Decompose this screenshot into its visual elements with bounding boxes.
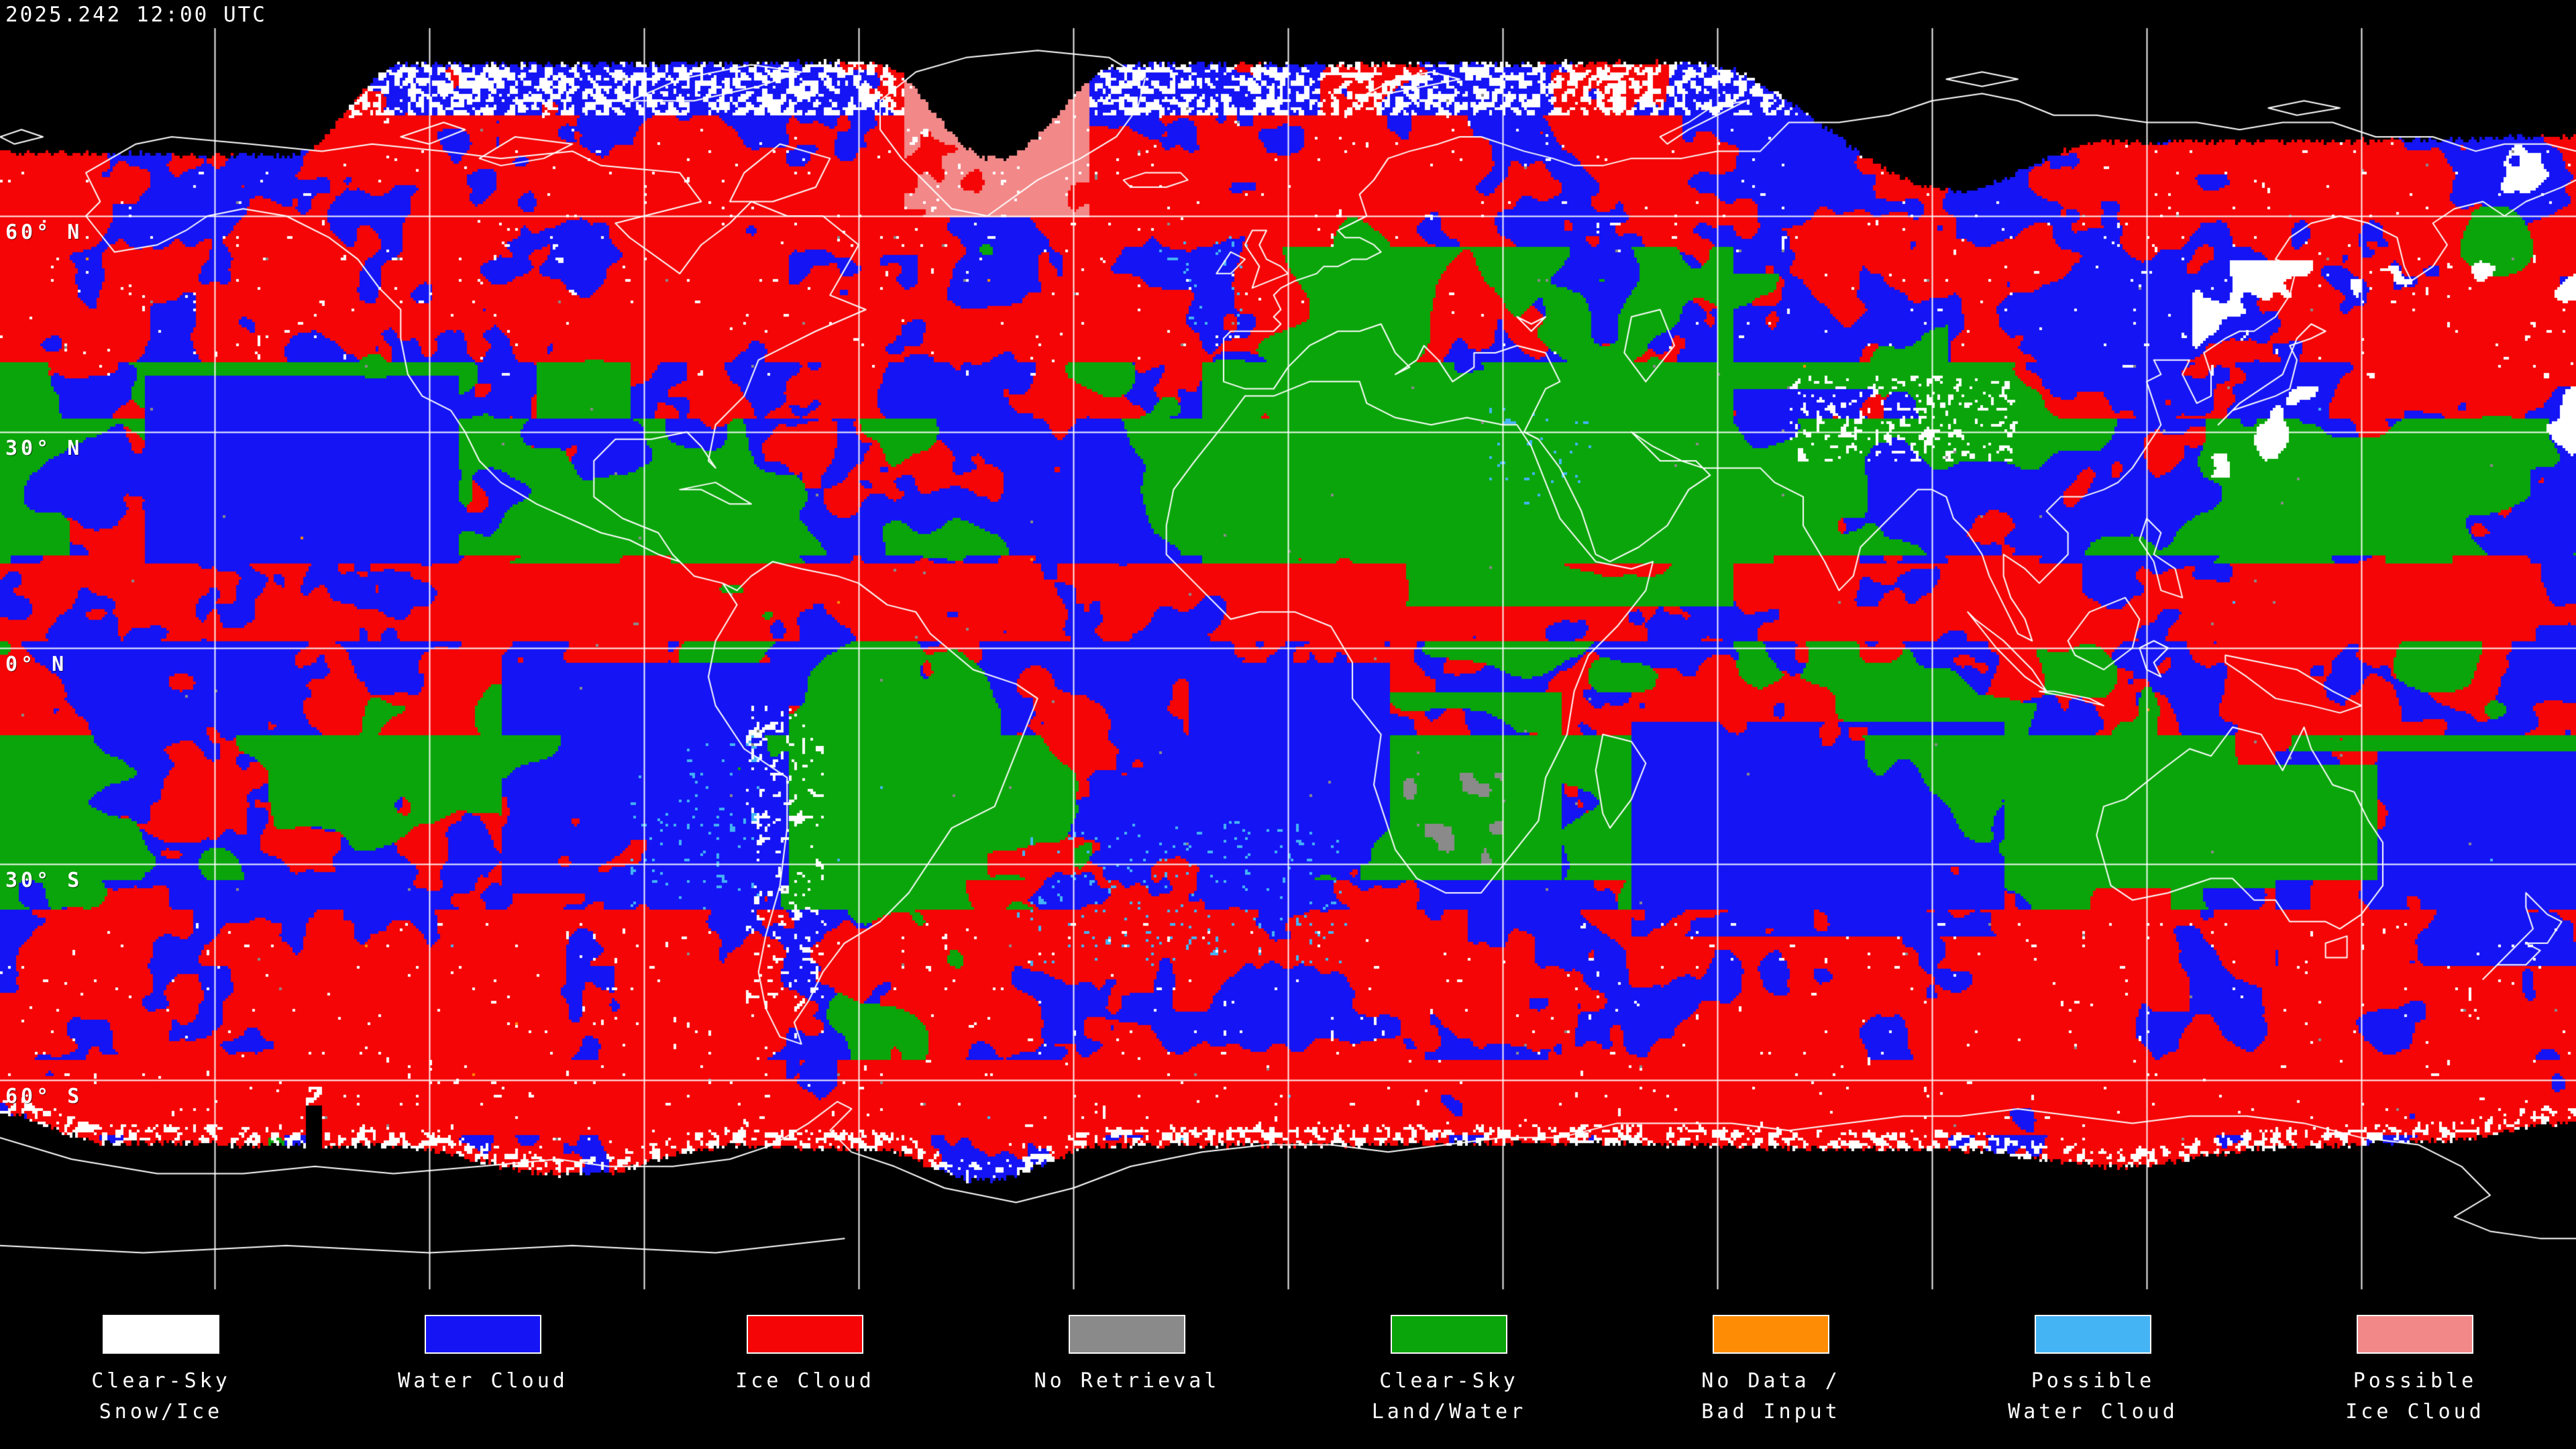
legend-swatch-no_data_bad_input [1713,1315,1829,1354]
legend-label: Possible Water Cloud [2008,1369,2178,1424]
legend-item-no_retrieval: No Retrieval [966,1296,1288,1397]
legend-label: Water Cloud [398,1369,568,1393]
legend-label: Clear-Sky Snow/Ice [91,1369,231,1424]
legend-label: Ice Cloud [735,1369,875,1393]
legend-item-clear_sky_land_water: Clear-Sky Land/Water [1288,1296,1610,1428]
latitude-label: 0° N [5,653,68,676]
legend-swatch-clear_sky_land_water [1391,1315,1507,1354]
cloud-phase-map [0,0,2576,1296]
legend-swatch-no_retrieval [1069,1315,1185,1354]
legend-swatch-possible_water_cloud [2035,1315,2151,1354]
legend-swatch-water_cloud [425,1315,541,1354]
legend: Clear-Sky Snow/Ice Water Cloud Ice Cloud No… [0,1296,2576,1449]
legend-item-possible_ice_cloud: Possible Ice Cloud [2254,1296,2576,1428]
latitude-label: 60° N [5,221,83,244]
legend-label: No Data / Bad Input [1701,1369,1841,1424]
legend-swatch-possible_ice_cloud [2357,1315,2473,1354]
latitude-label: 30° S [5,869,83,892]
latitude-label: 60° S [5,1085,83,1108]
latitude-label: 30° N [5,437,83,460]
legend-item-ice_cloud: Ice Cloud [644,1296,966,1397]
legend-swatch-clear_sky_snow_ice [103,1315,219,1354]
legend-item-no_data_bad_input: No Data / Bad Input [1610,1296,1932,1428]
legend-item-water_cloud: Water Cloud [322,1296,644,1397]
legend-item-clear_sky_snow_ice: Clear-Sky Snow/Ice [0,1296,322,1428]
legend-label: Possible Ice Cloud [2345,1369,2485,1424]
legend-label: No Retrieval [1034,1369,1220,1393]
legend-item-possible_water_cloud: Possible Water Cloud [1932,1296,2254,1428]
legend-label: Clear-Sky Land/Water [1371,1369,1527,1424]
timestamp: 2025.242 12:00 UTC [5,3,267,27]
legend-swatch-ice_cloud [747,1315,863,1354]
